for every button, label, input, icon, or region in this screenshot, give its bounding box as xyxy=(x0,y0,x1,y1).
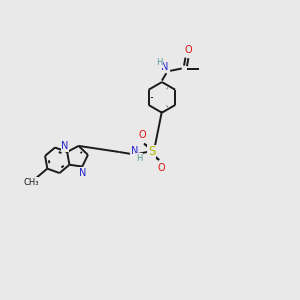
Text: N: N xyxy=(79,168,86,178)
Text: CH₃: CH₃ xyxy=(23,178,39,187)
Text: N: N xyxy=(61,141,68,152)
Text: N: N xyxy=(160,62,168,72)
Text: O: O xyxy=(158,163,165,173)
Text: H: H xyxy=(156,58,163,67)
Text: N: N xyxy=(130,146,138,156)
Text: H: H xyxy=(136,154,143,163)
Text: S: S xyxy=(148,145,155,158)
Text: O: O xyxy=(138,130,146,140)
Text: O: O xyxy=(184,45,192,55)
